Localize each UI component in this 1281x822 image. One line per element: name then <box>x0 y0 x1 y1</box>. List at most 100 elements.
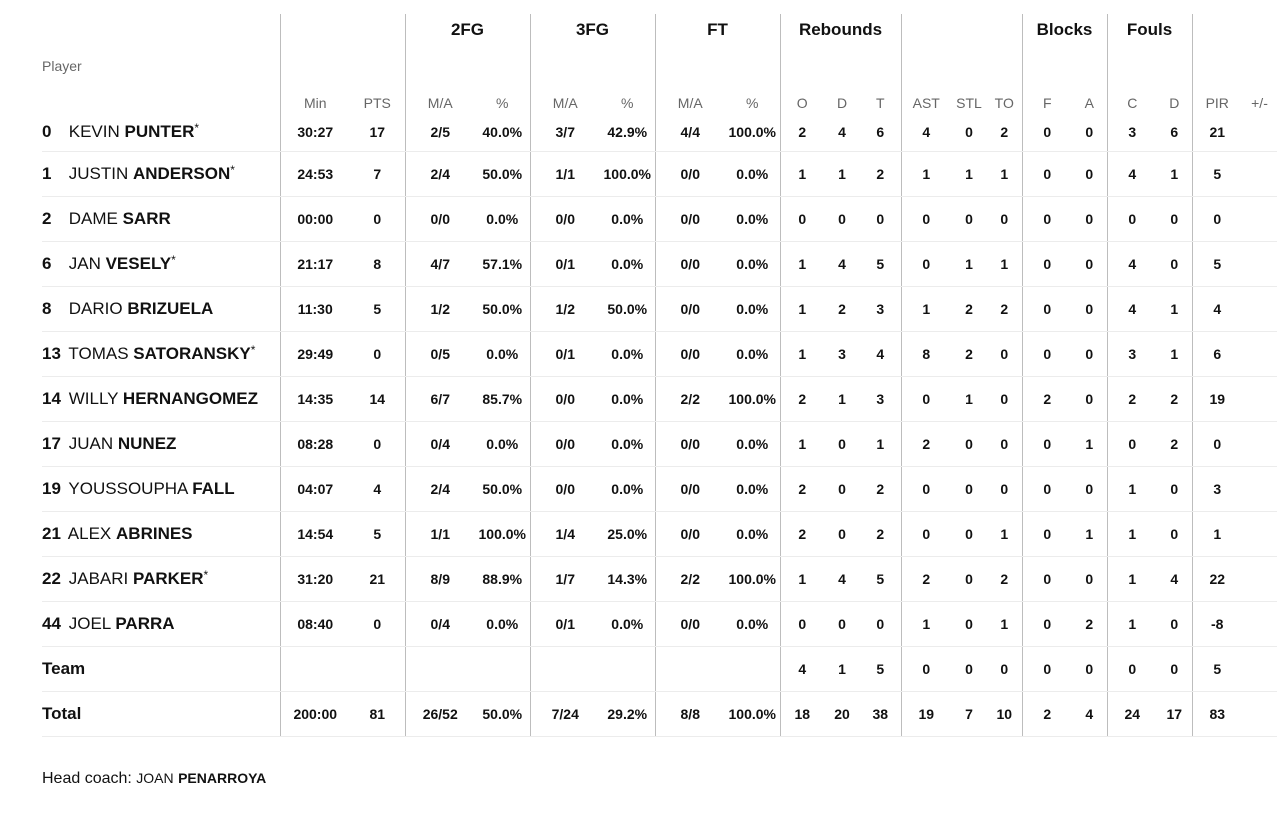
player-last-name[interactable]: PARKER <box>133 569 204 588</box>
player-name-cell[interactable]: 21 ALEX ABRINES <box>42 511 280 557</box>
col-reb-o[interactable]: O <box>779 46 824 113</box>
player-name-cell[interactable]: 2 DAME SARR <box>42 196 280 242</box>
player-row[interactable]: 17 JUAN NUNEZ 08:28 0 0/4 0.0% 0/0 0.0% 0/0 0.0%… <box>42 421 1277 467</box>
player-name-cell[interactable]: 19 YOUSSOUPHA FALL <box>42 466 280 512</box>
stat-ft-ma <box>654 646 725 692</box>
player-last-name[interactable]: FALL <box>192 479 235 498</box>
player-last-name[interactable]: VESELY <box>105 254 172 273</box>
col-reb-d[interactable]: D <box>836 95 848 111</box>
col-ast[interactable]: AST <box>900 46 951 113</box>
stat-2fg-pct: 85.7% <box>475 376 530 422</box>
stat-foul-d: 17 <box>1157 691 1192 737</box>
stat-reb-d: 4 <box>824 241 860 287</box>
player-row[interactable]: 0 KEVIN PUNTER* 30:27 17 2/5 40.0% 3/7 42.9% 4/… <box>42 113 1277 152</box>
stat-reb-o: 2 <box>779 376 824 422</box>
col-2fg-ma[interactable]: M/A <box>404 46 475 113</box>
player-last-name[interactable]: PARRA <box>115 614 175 633</box>
col-foul-d[interactable]: D <box>1169 95 1180 111</box>
col-player[interactable]: Player <box>42 58 82 74</box>
player-name-cell[interactable]: 44 JOEL PARRA <box>42 601 280 647</box>
stat-3fg-ma: 1/7 <box>529 556 600 602</box>
stat-blk-f: 0 <box>1021 151 1072 197</box>
stat-stl: 1 <box>951 241 987 287</box>
player-row[interactable]: 8 DARIO BRIZUELA 11:30 5 1/2 50.0% 1/2 50.0% 0/… <box>42 286 1277 332</box>
stat-pir: 0 <box>1191 421 1242 467</box>
col-reb-t[interactable]: T <box>875 95 885 111</box>
stat-pts: 5 <box>350 511 405 557</box>
stat-reb-o: 0 <box>779 601 824 647</box>
col-blk-a[interactable]: A <box>1084 95 1094 111</box>
stat-stl: 2 <box>951 286 987 332</box>
col-to[interactable]: TO <box>994 95 1014 111</box>
stat-plus-minus <box>1242 511 1277 557</box>
head-coach: Head coach: JOAN PENARROYA <box>42 770 266 788</box>
col-3fg-pct[interactable]: % <box>621 95 634 111</box>
group-header-empty <box>279 14 405 46</box>
player-name-cell[interactable]: 0 KEVIN PUNTER* <box>42 113 280 152</box>
player-last-name[interactable]: NUNEZ <box>117 434 177 453</box>
stat-2fg-ma: 1/2 <box>404 286 475 332</box>
player-last-name[interactable]: SARR <box>122 209 171 228</box>
col-ft-ma[interactable]: M/A <box>654 46 725 113</box>
col-stl[interactable]: STL <box>956 95 982 111</box>
player-name-cell[interactable]: 14 WILLY HERNANGOMEZ <box>42 376 280 422</box>
stat-reb-t: 5 <box>860 556 901 602</box>
stat-2fg-ma: 0/0 <box>404 196 475 242</box>
player-last-name[interactable]: HERNANGOMEZ <box>122 389 258 408</box>
stat-blk-a: 0 <box>1072 331 1107 377</box>
group-header-empty <box>42 14 280 46</box>
col-plus-minus[interactable]: +/- <box>1251 95 1268 111</box>
stat-pir: -8 <box>1191 601 1242 647</box>
stat-pts <box>350 646 405 692</box>
player-row[interactable]: 21 ALEX ABRINES 14:54 5 1/1 100.0% 1/4 25.0% 0/… <box>42 511 1277 557</box>
player-last-name[interactable]: ANDERSON <box>132 164 231 183</box>
player-row[interactable]: 22 JABARI PARKER* 31:20 21 8/9 88.9% 1/7 14.3%… <box>42 556 1277 602</box>
col-2fg-pct[interactable]: % <box>496 95 509 111</box>
player-last-name[interactable]: BRIZUELA <box>127 299 214 318</box>
col-pir[interactable]: PIR <box>1191 46 1242 113</box>
player-name-cell[interactable]: 22 JABARI PARKER* <box>42 556 280 602</box>
stat-reb-t: 1 <box>860 421 901 467</box>
stat-2fg-ma: 2/5 <box>404 113 475 152</box>
player-last-name[interactable]: SATORANSKY <box>133 344 251 363</box>
player-name-cell[interactable]: 6 JAN VESELY* <box>42 241 280 287</box>
stat-ft-ma: 0/0 <box>654 151 725 197</box>
col-pts[interactable]: PTS <box>363 95 391 111</box>
col-blk-f[interactable]: F <box>1021 46 1072 113</box>
stat-blk-a: 0 <box>1072 376 1107 422</box>
stat-reb-d: 1 <box>824 646 860 692</box>
stat-reb-o: 1 <box>779 421 824 467</box>
stat-3fg-pct: 0.0% <box>600 376 655 422</box>
stat-3fg-ma: 1/2 <box>529 286 600 332</box>
player-row[interactable]: 44 JOEL PARRA 08:40 0 0/4 0.0% 0/1 0.0% 0/0 0.0%… <box>42 601 1277 647</box>
stat-min: 08:40 <box>279 601 350 647</box>
col-3fg-ma[interactable]: M/A <box>529 46 600 113</box>
player-row[interactable]: 19 YOUSSOUPHA FALL 04:07 4 2/4 50.0% 0/0 0.0% 0… <box>42 466 1277 512</box>
col-foul-c[interactable]: C <box>1106 46 1157 113</box>
stat-3fg-pct: 100.0% <box>600 151 655 197</box>
stat-reb-d: 0 <box>824 601 860 647</box>
col-min[interactable]: Min <box>279 46 350 113</box>
player-row[interactable]: 14 WILLY HERNANGOMEZ 14:35 14 6/7 85.7% 0/0 0.… <box>42 376 1277 422</box>
player-name-cell[interactable]: 1 JUSTIN ANDERSON* <box>42 151 280 197</box>
player-row[interactable]: 1 JUSTIN ANDERSON* 24:53 7 2/4 50.0% 1/1 100.0… <box>42 151 1277 197</box>
player-row[interactable]: 6 JAN VESELY* 21:17 8 4/7 57.1% 0/1 0.0% 0/0 0.0… <box>42 241 1277 287</box>
stat-ft-ma: 0/0 <box>654 196 725 242</box>
player-row[interactable]: 2 DAME SARR 00:00 0 0/0 0.0% 0/0 0.0% 0/0 0.0% 0 0… <box>42 196 1277 242</box>
stat-3fg-pct: 29.2% <box>600 691 655 737</box>
stat-stl: 0 <box>951 646 987 692</box>
stat-2fg-pct: 50.0% <box>475 691 530 737</box>
player-last-name[interactable]: ABRINES <box>116 524 193 543</box>
col-ft-pct[interactable]: % <box>746 95 759 111</box>
player-last-name[interactable]: PUNTER <box>124 122 195 141</box>
stat-min: 200:00 <box>279 691 350 737</box>
stat-foul-d: 6 <box>1157 113 1192 152</box>
player-name-cell[interactable]: 13 TOMAS SATORANSKY* <box>42 331 280 377</box>
player-row[interactable]: 13 TOMAS SATORANSKY* 29:49 0 0/5 0.0% 0/1 0.0%… <box>42 331 1277 377</box>
player-number: 14 <box>42 389 61 408</box>
player-number: 13 <box>42 344 61 363</box>
player-name-cell[interactable]: 8 DARIO BRIZUELA <box>42 286 280 332</box>
player-name-cell[interactable]: 17 JUAN NUNEZ <box>42 421 280 467</box>
stat-foul-d: 0 <box>1157 511 1192 557</box>
stat-2fg-pct: 50.0% <box>475 151 530 197</box>
